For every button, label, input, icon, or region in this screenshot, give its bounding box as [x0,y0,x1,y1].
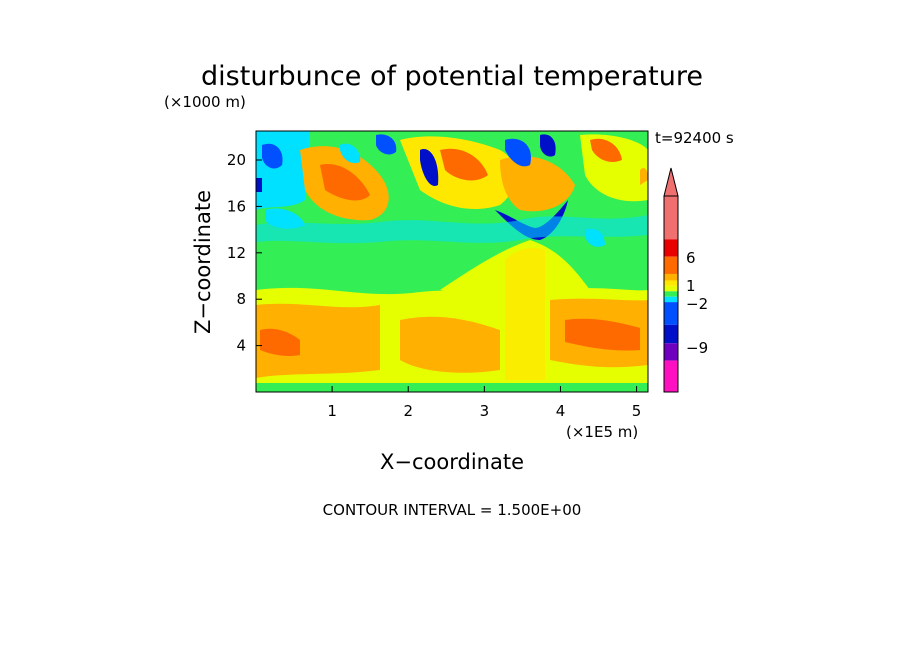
y-unit-label: (×1000 m) [164,93,246,111]
x-tick-label: 3 [480,402,490,420]
y-axis-label: Z−coordinate [191,190,215,334]
colorbar-label: 1 [686,277,696,295]
colorbar-segment [664,280,678,286]
contour-interval-label: CONTOUR INTERVAL = 1.500E+00 [323,501,582,519]
x-axis: 1 2 3 4 5 [327,386,641,420]
x-unit-label: (×1E5 m) [566,423,638,441]
y-axis: 4 8 12 16 20 [227,151,262,355]
y-tick-label: 16 [227,197,246,215]
colorbar-segment [664,343,678,361]
x-axis-label: X−coordinate [380,450,524,474]
colorbar-segment [664,291,678,297]
x-tick-label: 1 [327,402,337,420]
y-tick-label: 20 [227,151,246,169]
colorbar-segment [664,273,678,281]
x-tick-label: 2 [403,402,413,420]
colorbar-segment [664,239,678,257]
y-tick-label: 8 [236,290,246,308]
plot-frame [255,130,649,393]
colorbar-segment [664,285,678,292]
colorbar-segment [664,196,678,240]
colorbar-label: −9 [686,339,708,357]
colorbar-label: −2 [686,295,708,313]
colorbar-segment [664,296,678,303]
colorbar-segment [664,324,678,344]
time-label: t=92400 s [655,129,734,147]
x-tick-label: 4 [556,402,566,420]
y-tick-label: 12 [227,244,246,262]
colorbar-segment [664,302,678,325]
colorbar-segment [664,256,678,274]
colorbar-segment [664,360,678,392]
colorbar-extend-max [663,167,679,197]
x-tick-label: 5 [632,402,642,420]
temperature-field [256,131,648,392]
y-tick-label: 4 [236,337,246,355]
chart-title: disturbunce of potential temperature [201,61,703,92]
colorbar-label: 6 [686,249,696,267]
colorbar: 6 1−2 −9 [663,167,708,393]
colorbar-frame [663,195,679,393]
